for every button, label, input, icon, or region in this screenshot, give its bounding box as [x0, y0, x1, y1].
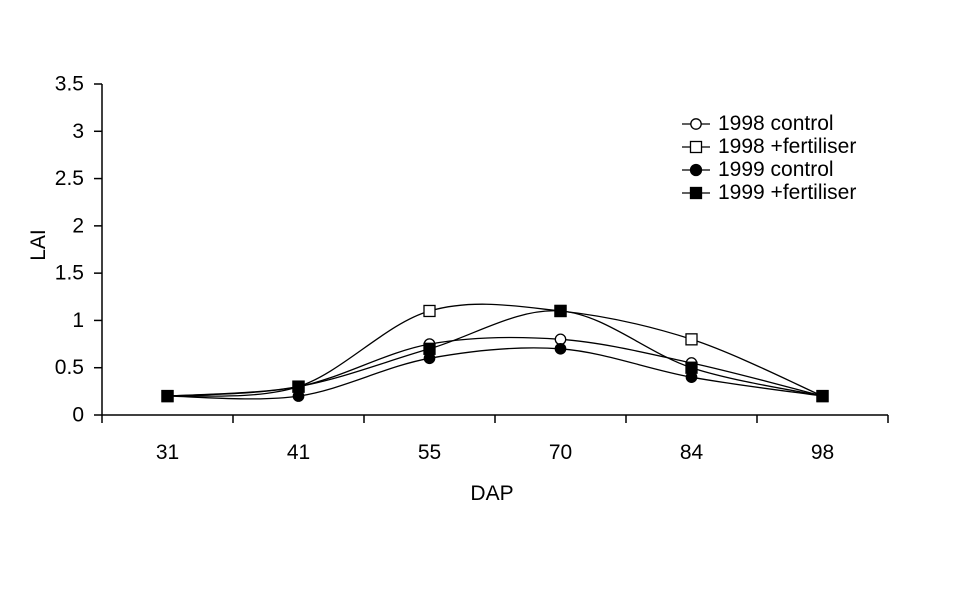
open-square-marker-icon [682, 139, 710, 155]
x-tick-label: 84 [680, 441, 704, 464]
marker-1998-fertiliser-84 [685, 333, 698, 346]
marker-1999-fertiliser-55 [423, 342, 436, 355]
legend-item-1999-control: 1999 control [682, 158, 856, 181]
marker-1999-fertiliser-98 [816, 389, 829, 403]
x-tick-label: 70 [549, 441, 572, 464]
series-line-1998-control [167, 336, 823, 397]
y-tick-label: 3.5 [55, 73, 84, 96]
x-tick-label: 31 [156, 441, 179, 464]
legend-item-1998-control: 1998 control [682, 112, 856, 135]
legend-label: 1999 +fertiliser [718, 181, 857, 204]
y-axis-title: LAI [27, 229, 50, 261]
x-tick-label: 98 [811, 441, 834, 464]
solid-circle-marker-icon [682, 162, 710, 178]
legend-label: 1998 +fertiliser [718, 135, 857, 158]
y-tick-label: 1.5 [55, 262, 84, 285]
marker-1999-fertiliser-41 [292, 380, 305, 393]
y-tick-label: 3 [72, 120, 84, 143]
y-tick-label: 1 [72, 309, 84, 332]
open-circle-marker-icon [682, 116, 710, 132]
legend: 1998 control 1998 +fertiliser 1999 contr… [682, 112, 856, 204]
legend-item-1999-fertiliser: 1999 +fertiliser [682, 181, 856, 204]
legend-item-1998-fertiliser: 1998 +fertiliser [682, 135, 856, 158]
marker-1999-fertiliser-70 [554, 304, 567, 318]
x-tick-label: 55 [418, 441, 441, 464]
x-tick-label: 41 [287, 441, 310, 464]
solid-square-marker-icon [682, 185, 710, 201]
legend-label: 1999 control [718, 158, 834, 181]
marker-1999-control-70 [554, 342, 567, 355]
y-tick-label: 2.5 [55, 167, 84, 190]
x-axis-title: DAP [470, 482, 514, 505]
marker-1999-fertiliser-84 [685, 361, 698, 374]
legend-label: 1998 control [718, 112, 834, 135]
marker-1998-fertiliser-55 [423, 304, 436, 318]
y-tick-label: 2 [72, 214, 84, 237]
y-tick-label: 0.5 [55, 356, 84, 379]
y-tick-label: 0 [72, 404, 84, 427]
series-line-1998-fertiliser [167, 303, 823, 397]
marker-1999-fertiliser-31 [161, 389, 174, 403]
series-line-1999-fertiliser [167, 310, 823, 397]
series-line-1999-control [167, 347, 823, 400]
